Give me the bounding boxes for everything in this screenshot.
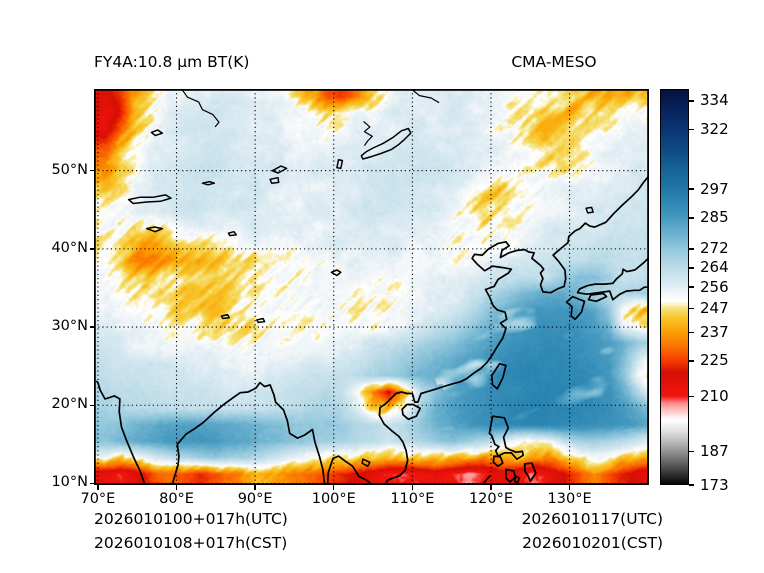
coastline-path — [171, 381, 326, 485]
river-layer — [180, 89, 440, 147]
river-path — [410, 89, 440, 104]
colorbar — [660, 89, 689, 485]
colorbar-tick-mark — [689, 360, 694, 362]
lake-outline — [271, 165, 288, 174]
colorbar-gradient — [661, 90, 688, 484]
colorbar-tick-mark — [689, 331, 694, 334]
lake-outline — [330, 269, 342, 277]
colorbar-tick-label: 256 — [700, 277, 729, 296]
lake-outline — [361, 458, 371, 467]
coastline-path — [95, 380, 146, 485]
coastline-path — [378, 174, 649, 485]
colorbar-tick-mark — [689, 286, 694, 288]
river-path — [180, 89, 220, 128]
x-tick-mark — [97, 485, 99, 490]
colorbar-tick-label: 322 — [700, 120, 729, 139]
colorbar-tick-label: 237 — [700, 322, 729, 341]
y-tick-label: 40°N — [51, 239, 88, 256]
island-outline — [490, 362, 507, 390]
island-outline — [587, 292, 608, 303]
lake-outline — [145, 226, 164, 233]
colorbar-tick-mark — [689, 128, 694, 131]
x-tick-mark — [333, 485, 335, 490]
colorbar-tick-label: 210 — [700, 387, 729, 406]
lake-outline — [336, 159, 344, 170]
x-tick-mark — [411, 485, 414, 490]
colorbar-tick-mark — [689, 396, 694, 398]
map-overlay — [94, 89, 649, 485]
colorbar-tick-label: 285 — [700, 208, 729, 227]
colorbar-tick-label: 297 — [700, 179, 729, 198]
y-tick-label: 20°N — [51, 396, 88, 413]
island-outline — [565, 295, 586, 321]
y-tick-mark — [89, 404, 94, 406]
lake-outline — [201, 180, 216, 186]
x-tick-mark — [490, 485, 492, 490]
colorbar-tick-label: 272 — [700, 239, 729, 258]
coastline-path — [326, 455, 374, 485]
plot-title: FY4A:10.8 μm BT(K) — [94, 53, 250, 71]
island-outline — [492, 455, 504, 468]
y-tick-mark — [89, 326, 94, 328]
y-tick-label: 30°N — [51, 318, 88, 335]
x-tick-label: 120°E — [468, 491, 514, 507]
colorbar-tick-label: 225 — [700, 351, 729, 370]
x-tick-label: 110°E — [390, 491, 435, 507]
lake-layer — [127, 127, 594, 467]
x-tick-label: 130°E — [547, 491, 592, 507]
y-tick-label: 10°N — [51, 474, 88, 491]
lake-outline — [360, 127, 412, 160]
x-tick-label: 90°E — [237, 491, 273, 507]
colorbar-tick-mark — [689, 217, 694, 219]
y-tick-mark — [89, 248, 94, 250]
colorbar-tick-label: 264 — [700, 258, 729, 277]
lake-outline — [227, 230, 238, 237]
island-outline — [513, 475, 521, 484]
footer-init-time-cst: 2026010108+017h(CST) — [94, 534, 288, 552]
coastline-layer — [95, 174, 649, 485]
island-outline — [505, 468, 517, 483]
colorbar-tick-mark — [689, 450, 694, 453]
colorbar-tick-mark — [689, 307, 694, 310]
colorbar-tick-mark — [689, 100, 694, 102]
colorbar-tick-mark — [689, 267, 694, 269]
model-title: CMA-MESO — [511, 53, 597, 71]
x-tick-mark — [175, 485, 178, 490]
colorbar-tick-label: 247 — [700, 298, 729, 317]
colorbar-tick-mark — [689, 484, 694, 486]
island-outline — [576, 256, 649, 301]
colorbar-tick-label: 187 — [700, 442, 729, 461]
x-tick-mark — [254, 485, 256, 490]
lake-outline — [269, 176, 280, 184]
x-tick-mark — [568, 485, 571, 490]
lake-outline — [127, 194, 172, 205]
island-outline — [523, 462, 537, 482]
colorbar-tick-label: 334 — [700, 91, 729, 110]
river-path — [363, 120, 373, 147]
island-outline — [488, 415, 525, 461]
footer-init-time-utc: 2026010100+017h(UTC) — [94, 510, 288, 528]
island-outline — [401, 403, 422, 421]
x-tick-label: 80°E — [159, 491, 194, 507]
y-tick-mark — [89, 170, 94, 172]
lake-outline — [220, 313, 230, 320]
colorbar-tick-mark — [689, 188, 694, 190]
map-panel — [94, 89, 649, 485]
colorbar-tick-mark — [689, 248, 694, 250]
bt-heatmap-canvas — [94, 89, 649, 485]
y-tick-label: 50°N — [51, 161, 88, 178]
colorbar-tick-label: 173 — [700, 475, 729, 494]
map-frame — [94, 89, 649, 485]
footer-valid-time-utc: 2026010117(UTC) — [521, 510, 663, 528]
lake-outline — [150, 129, 164, 137]
y-tick-mark — [89, 482, 94, 485]
x-tick-label: 100°E — [311, 491, 356, 507]
x-tick-label: 70°E — [80, 491, 116, 507]
footer-valid-time-cst: 2026010201(CST) — [522, 534, 663, 552]
lake-outline — [255, 317, 266, 324]
lake-outline — [585, 206, 594, 214]
